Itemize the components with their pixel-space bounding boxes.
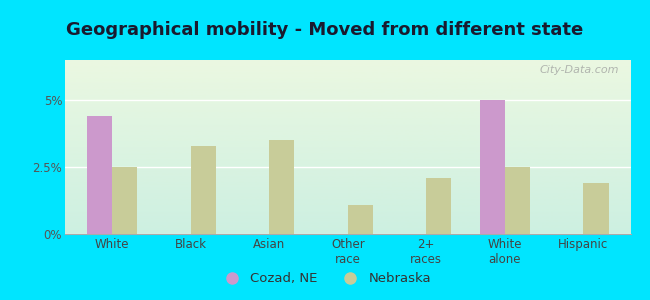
Bar	[112, 167, 137, 234]
Bar	[190, 146, 216, 234]
Bar	[480, 100, 505, 234]
Bar	[269, 140, 294, 234]
Bar	[584, 183, 608, 234]
Bar	[505, 167, 530, 234]
Bar	[87, 116, 112, 234]
Legend: Cozad, NE, Nebraska: Cozad, NE, Nebraska	[213, 267, 437, 290]
Text: Geographical mobility - Moved from different state: Geographical mobility - Moved from diffe…	[66, 21, 584, 39]
Text: City-Data.com: City-Data.com	[540, 65, 619, 75]
Bar	[348, 205, 373, 234]
Bar	[426, 178, 452, 234]
